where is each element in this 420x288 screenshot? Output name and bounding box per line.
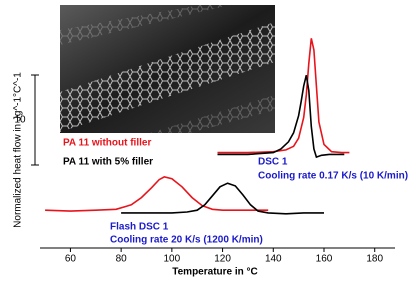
legend-entry: PA 11 without filler (63, 138, 151, 149)
annotation: Flash DSC 1 (110, 222, 169, 233)
y-axis-label: Normalized heat flow in Jg^-1°C^-1 (13, 72, 24, 228)
x-tick-label: 120 (214, 254, 231, 265)
x-tick-label: 80 (116, 254, 128, 265)
annotation: Cooling rate 20 K/s (1200 K/min) (110, 235, 263, 246)
annotation: DSC 1 (258, 157, 288, 168)
scale-bar-label: 10 (14, 115, 26, 126)
x-tick-label: 100 (164, 254, 181, 265)
x-tick-label: 160 (316, 254, 333, 265)
legend-entry: PA 11 with 5% filler (63, 157, 153, 168)
annotation: Cooling rate 0.17 K/s (10 K/min) (258, 171, 408, 182)
x-tick-label: 180 (366, 254, 383, 265)
x-tick-label: 60 (65, 254, 77, 265)
x-tick-label: 140 (265, 254, 282, 265)
nanotube-image (60, 5, 275, 133)
series-line (45, 38, 350, 212)
x-axis-label: Temperature in °C (172, 267, 258, 278)
series-line (121, 75, 345, 215)
